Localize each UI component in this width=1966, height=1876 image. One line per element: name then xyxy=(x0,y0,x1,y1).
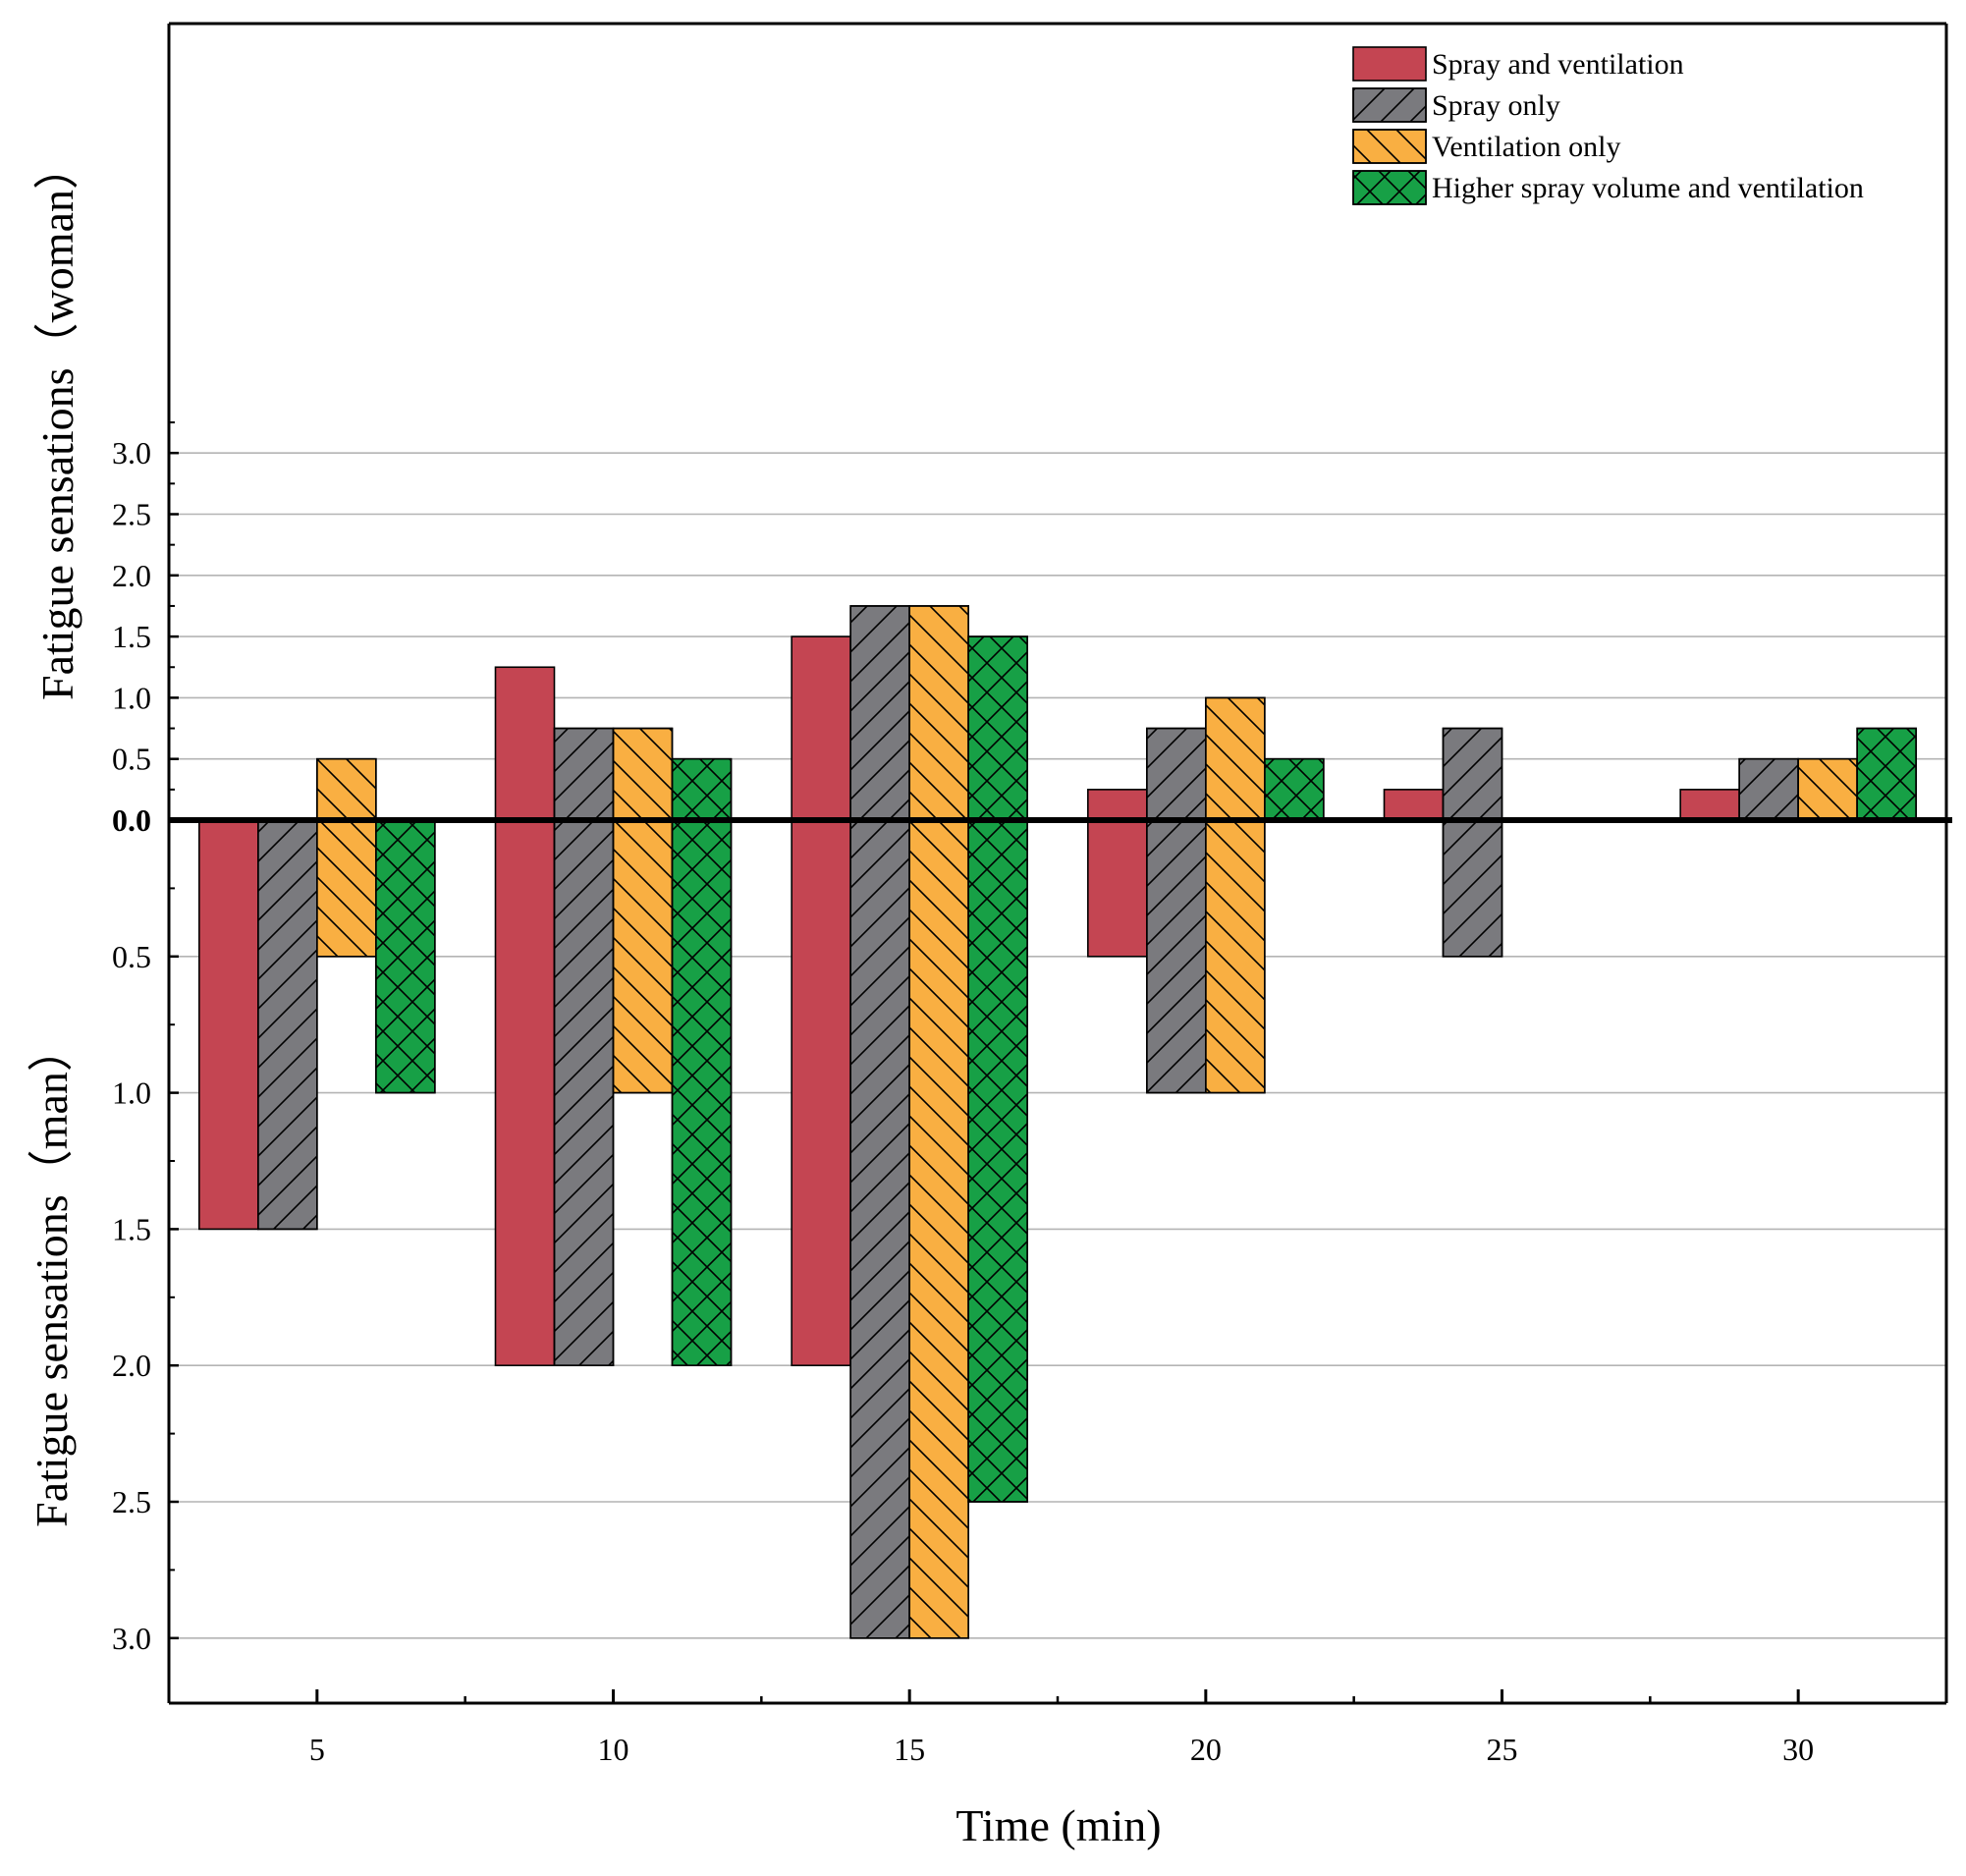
y-tick-label-man: 2.0 xyxy=(112,1348,151,1383)
bar-woman-hatch-s1-t30 xyxy=(1738,757,1799,821)
y-tick-label-zero: 0.0 xyxy=(112,802,151,838)
bar-woman-hatch-s3-t20 xyxy=(1264,757,1325,821)
bar-man-hatch-s2-t20 xyxy=(1205,819,1266,1094)
axes-layer xyxy=(167,22,1952,1705)
legend-label-2: Ventilation only xyxy=(1432,131,1620,163)
bar-woman-hatch-s2-t15 xyxy=(908,605,969,821)
y-tick-label-woman: 2.0 xyxy=(112,558,151,593)
bar-man-hatch-s3-t10 xyxy=(671,819,733,1367)
bar-woman-hatch-s2-t30 xyxy=(1797,757,1858,821)
bar-man-s0-t10 xyxy=(494,819,556,1367)
bar-man-hatch-s1-t10 xyxy=(553,819,615,1367)
bar-man-hatch-s2-t15 xyxy=(908,819,969,1639)
bar-man-hatch-s3-t15 xyxy=(967,819,1028,1503)
bar-man-hatch-s2-t5 xyxy=(316,819,377,958)
y-tick-label-woman: 2.5 xyxy=(112,497,151,532)
bar-man-hatch-s1-t25 xyxy=(1442,819,1503,958)
x-tick-label: 10 xyxy=(598,1732,629,1767)
y-tick-label-woman: 1.0 xyxy=(112,680,151,715)
legend-swatch-hatch-1 xyxy=(1352,87,1427,123)
bar-woman-hatch-s1-t20 xyxy=(1146,727,1207,821)
legend-label-1: Spray only xyxy=(1432,89,1560,122)
x-tick-label: 25 xyxy=(1487,1732,1518,1767)
legend-background xyxy=(1345,39,1925,216)
legend-swatch-hatch-2 xyxy=(1352,129,1427,164)
y-tick-label-man: 1.5 xyxy=(112,1211,151,1246)
y-tick-label-woman: 0.5 xyxy=(112,742,151,777)
bar-man-hatch-s3-t5 xyxy=(375,819,436,1094)
bar-woman-hatch-s3-t30 xyxy=(1856,727,1917,821)
bar-woman-s0-t30 xyxy=(1679,789,1740,821)
legend-label-0: Spray and ventilation xyxy=(1432,48,1684,81)
x-tick-label: 20 xyxy=(1190,1732,1222,1767)
y-tick-label-man: 2.5 xyxy=(112,1484,151,1519)
y-axis-title-woman: Fatigue sensations（woman） xyxy=(32,144,82,700)
bars-layer xyxy=(198,605,1917,1639)
bar-woman-hatch-s1-t25 xyxy=(1442,727,1503,821)
y-tick-label-man: 0.5 xyxy=(112,939,151,974)
grid-layer xyxy=(169,452,1946,1639)
legend: Spray and ventilation Spray only Ventilati… xyxy=(1345,39,1925,216)
y-axis-title-man: Fatigue sensations（man） xyxy=(27,1026,77,1527)
legend-swatch-hatch-3 xyxy=(1352,170,1427,205)
x-tick-label: 15 xyxy=(894,1732,925,1767)
bar-woman-s0-t20 xyxy=(1087,789,1148,821)
y-tick-label-woman: 1.5 xyxy=(112,619,151,654)
bar-woman-hatch-s1-t15 xyxy=(849,605,910,821)
x-tick-label: 30 xyxy=(1782,1732,1814,1767)
bar-woman-hatch-s1-t10 xyxy=(553,727,615,821)
bar-woman-s0-t10 xyxy=(494,666,556,821)
bar-man-hatch-s1-t5 xyxy=(257,819,318,1231)
bar-woman-s0-t15 xyxy=(791,635,851,821)
x-tick-label: 5 xyxy=(309,1732,325,1767)
bar-man-hatch-s1-t15 xyxy=(849,819,910,1639)
bar-man-hatch-s2-t10 xyxy=(612,819,674,1094)
bar-woman-hatch-s3-t10 xyxy=(671,757,733,821)
legend-swatch-0 xyxy=(1352,46,1427,82)
bar-man-hatch-s1-t20 xyxy=(1146,819,1207,1094)
bar-man-s0-t5 xyxy=(198,819,259,1231)
y-tick-label-man: 1.0 xyxy=(112,1076,151,1111)
bar-woman-hatch-s3-t15 xyxy=(967,635,1028,821)
bar-woman-hatch-s2-t10 xyxy=(612,727,674,821)
bar-woman-hatch-s2-t5 xyxy=(316,757,377,821)
bar-man-s0-t20 xyxy=(1087,819,1148,958)
y-tick-label-man: 3.0 xyxy=(112,1621,151,1656)
legend-label-3: Higher spray volume and ventilation xyxy=(1432,172,1864,204)
bar-woman-s0-t25 xyxy=(1383,789,1445,821)
x-axis-title: Time (min) xyxy=(956,1800,1161,1850)
bar-man-s0-t15 xyxy=(791,819,851,1367)
bar-woman-hatch-s2-t20 xyxy=(1205,696,1266,821)
ticks-layer: 0.0 0.5 0.5 1.0 1.0 1.5 1.5 2.0 2.0 2.5 2.5 3.0 3.0 5… xyxy=(112,421,1814,1767)
y-tick-label-woman: 3.0 xyxy=(112,435,151,470)
